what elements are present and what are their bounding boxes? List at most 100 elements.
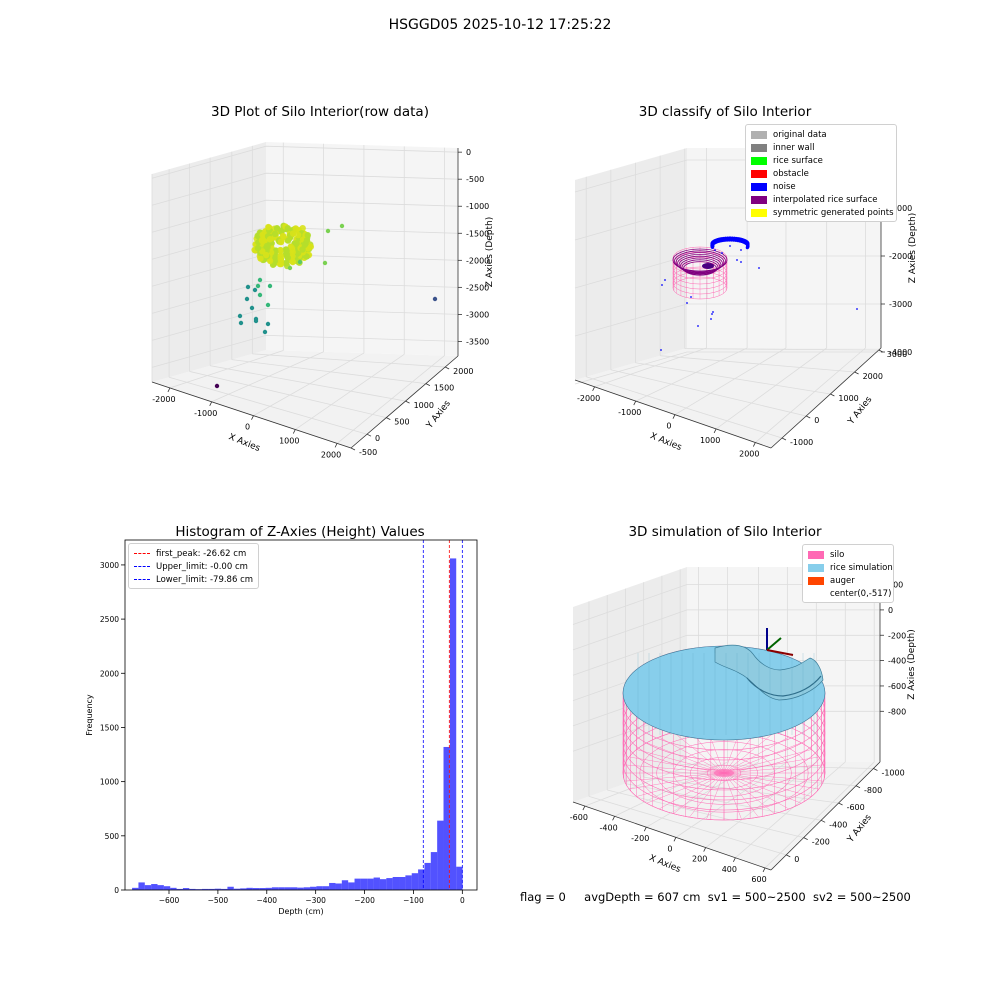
raw-point xyxy=(322,260,328,266)
sim-silo-floor-spoke xyxy=(624,764,725,774)
cls-surface-ring xyxy=(683,261,717,276)
hist-legend-entry: Lower_limit: -79.86 cm xyxy=(134,573,253,586)
hist-x-tick-label: −300 xyxy=(305,896,326,905)
raw-point xyxy=(244,296,250,302)
cls-ygrid xyxy=(684,348,879,351)
sim-silo-floor-spoke xyxy=(723,764,824,774)
sim-legend-label: silo xyxy=(830,549,845,560)
sim-silo-floor-spoke xyxy=(723,732,775,774)
sim-silo-floor-spoke xyxy=(723,756,819,774)
sim-x-tick xyxy=(612,816,615,821)
raw-zgrid xyxy=(151,199,459,233)
cls-y-axis-line xyxy=(770,347,882,449)
raw-xgrid xyxy=(253,352,365,417)
hist-legend-entry: Upper_limit: -0.00 cm xyxy=(134,560,253,573)
sim-y-tick xyxy=(855,785,861,789)
sim-x-tick xyxy=(762,867,766,873)
hist-bar xyxy=(348,882,355,890)
cls-noise-point xyxy=(714,249,716,251)
raw-point xyxy=(289,249,296,256)
sim-y-tick xyxy=(820,819,826,823)
raw-point xyxy=(284,225,292,232)
cls-xgrid xyxy=(755,347,866,443)
hist-bar xyxy=(240,888,247,890)
hist-bars xyxy=(132,558,463,890)
cls-surface-ring xyxy=(677,254,723,274)
hist-x-axis-label: Depth (cm) xyxy=(278,907,323,916)
sim-silo-floor-spoke xyxy=(673,732,725,774)
cls-y-tick-label: 1000 xyxy=(838,394,858,403)
hist-bar xyxy=(360,878,368,890)
raw-point xyxy=(325,228,331,234)
hist-bar xyxy=(290,887,298,890)
hist-bar xyxy=(202,888,209,890)
raw-point xyxy=(293,240,300,247)
hist-bar xyxy=(138,882,145,890)
sv1-text: sv1 = 500~2500 xyxy=(707,890,806,904)
raw-y-tick-label: 1000 xyxy=(414,401,434,410)
raw-z-tick-label: 0 xyxy=(466,148,471,157)
hist-x-tick-label: −600 xyxy=(159,896,180,905)
raw-x-tick xyxy=(209,401,213,406)
raw-x-tick-label: -2000 xyxy=(152,395,175,404)
raw-point xyxy=(432,296,438,302)
cls-x-axis-label: X Axies xyxy=(648,431,683,453)
sim-silo-floor-spoke xyxy=(629,756,725,774)
raw-point xyxy=(287,265,293,271)
raw-point xyxy=(339,223,345,229)
panel-title-classify: 3D classify of Silo Interior xyxy=(638,104,812,120)
hist-bar xyxy=(151,884,158,890)
simulation-3d-plot: -600-400-20002004006000-200-400-600-800-… xyxy=(570,567,917,884)
hist-y-axis-label: Frequency xyxy=(85,694,94,736)
cls-noise-point xyxy=(711,313,713,315)
cls-z-tick-label: -2000 xyxy=(889,252,912,261)
hist-bar xyxy=(341,880,349,890)
raw-y-tick-label: 0 xyxy=(375,434,380,443)
hist-bar xyxy=(182,888,190,890)
raw-point xyxy=(303,237,311,244)
panel-title-simulation: 3D simulation of Silo Interior xyxy=(628,524,822,540)
panel-histogram: Histogram of Z-Axies (Height) Values −60… xyxy=(80,520,500,920)
raw-point xyxy=(266,236,274,243)
sim-silo-floor-spoke xyxy=(689,772,725,818)
sim-y-tick xyxy=(838,802,843,806)
hist-bar xyxy=(367,878,374,890)
hist-legend-line xyxy=(134,566,150,567)
sim-z-tick-label: -800 xyxy=(888,707,906,716)
raw-point xyxy=(252,287,258,293)
hist-y-tick-label: 0 xyxy=(114,886,119,895)
panel-raw-data: 3D Plot of Silo Interior(row data) -2000… xyxy=(140,100,500,470)
hist-bar xyxy=(259,888,266,890)
raw-point xyxy=(262,329,268,335)
raw-point xyxy=(289,230,297,237)
hist-legend-label: Lower_limit: -79.86 cm xyxy=(156,574,254,585)
cls-zgrid xyxy=(574,351,881,385)
hist-legend-label: Upper_limit: -0.00 cm xyxy=(156,561,248,572)
hist-bar xyxy=(335,883,342,890)
sim-legend-label: center(0,-517) xyxy=(830,588,892,599)
cls-surface-ring xyxy=(672,248,728,272)
sim-legend-entry: silo xyxy=(808,548,888,561)
raw-xgrid xyxy=(169,350,284,389)
panel-title-raw: 3D Plot of Silo Interior(row data) xyxy=(211,104,429,120)
sim-silo-floor-spoke xyxy=(723,772,812,797)
cls-x-tick xyxy=(672,414,676,419)
hist-bar xyxy=(443,746,450,890)
sim-legend-swatch xyxy=(808,589,824,598)
cls-legend-label: inner wall xyxy=(773,142,815,153)
raw-ygrid xyxy=(189,371,387,419)
raw-point xyxy=(255,283,261,289)
sim-x-tick-label: -400 xyxy=(600,823,618,832)
cls-legend-entry: obstacle xyxy=(751,167,891,180)
hist-bar xyxy=(329,882,336,890)
hist-bar xyxy=(271,887,279,890)
raw-z-tick-label: -3000 xyxy=(466,310,489,319)
raw-point xyxy=(257,255,264,262)
cls-legend-label: obstacle xyxy=(773,168,809,179)
sim-x-tick xyxy=(703,847,707,852)
cls-noise-point xyxy=(710,318,712,320)
sim-rice-surface xyxy=(622,644,826,741)
hist-bar xyxy=(252,888,260,890)
sim-x-tick-label: 200 xyxy=(692,855,707,864)
cls-noise-point xyxy=(664,279,666,281)
